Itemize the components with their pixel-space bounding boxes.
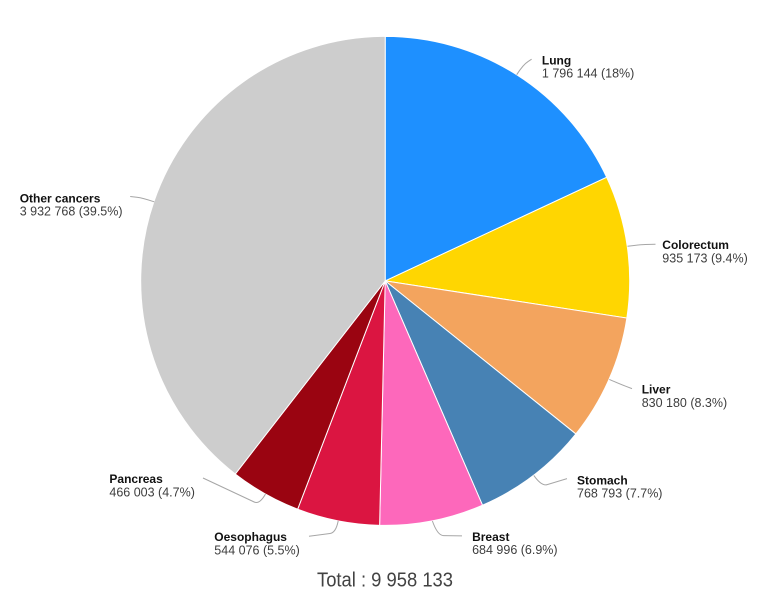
svg-text:Lung: Lung: [542, 53, 571, 67]
svg-text:Stomach: Stomach: [577, 473, 628, 487]
svg-text:830 180 (8.3%): 830 180 (8.3%): [642, 396, 727, 410]
svg-text:Other cancers: Other cancers: [20, 191, 101, 205]
svg-text:768 793 (7.7%): 768 793 (7.7%): [577, 487, 662, 501]
svg-text:684 996 (6.9%): 684 996 (6.9%): [472, 543, 557, 557]
svg-text:544 076 (5.5%): 544 076 (5.5%): [214, 543, 299, 557]
svg-text:Oesophagus: Oesophagus: [214, 530, 287, 544]
svg-text:3 932 768 (39.5%): 3 932 768 (39.5%): [20, 205, 123, 219]
svg-text:466 003 (4.7%): 466 003 (4.7%): [109, 486, 194, 500]
svg-text:Breast: Breast: [472, 530, 509, 544]
svg-text:1 796 144 (18%): 1 796 144 (18%): [542, 67, 634, 81]
svg-text:Colorectum: Colorectum: [662, 238, 729, 252]
svg-text:Total : 9 958 133: Total : 9 958 133: [317, 569, 453, 591]
svg-text:935 173 (9.4%): 935 173 (9.4%): [662, 251, 747, 265]
svg-text:Pancreas: Pancreas: [109, 472, 163, 486]
svg-text:Liver: Liver: [642, 383, 671, 397]
